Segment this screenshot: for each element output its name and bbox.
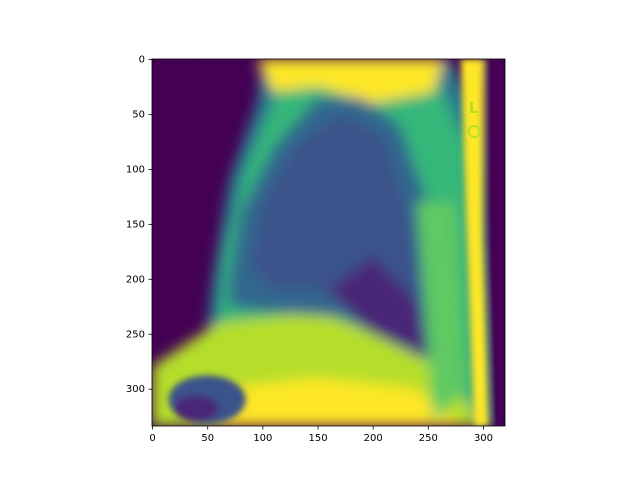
x-tick-label: 0 bbox=[149, 433, 155, 444]
axes-frame bbox=[151, 58, 506, 427]
x-tick-label: 150 bbox=[308, 433, 327, 444]
y-tick-label: 100 bbox=[126, 164, 145, 175]
x-tick-label: 250 bbox=[419, 433, 438, 444]
y-tick-label: 250 bbox=[126, 329, 145, 340]
x-tick-label: 300 bbox=[474, 433, 493, 444]
y-tick-label: 150 bbox=[126, 219, 145, 230]
y-tick-label: 300 bbox=[126, 384, 145, 395]
x-tick-label: 50 bbox=[201, 433, 214, 444]
x-tick-label: 200 bbox=[364, 433, 383, 444]
y-tick-label: 50 bbox=[132, 109, 145, 120]
x-tick-label: 100 bbox=[253, 433, 272, 444]
y-tick-label: 200 bbox=[126, 274, 145, 285]
svg-text:L: L bbox=[469, 99, 479, 117]
y-tick-label: 0 bbox=[139, 55, 145, 66]
xray-image: L bbox=[152, 59, 505, 426]
